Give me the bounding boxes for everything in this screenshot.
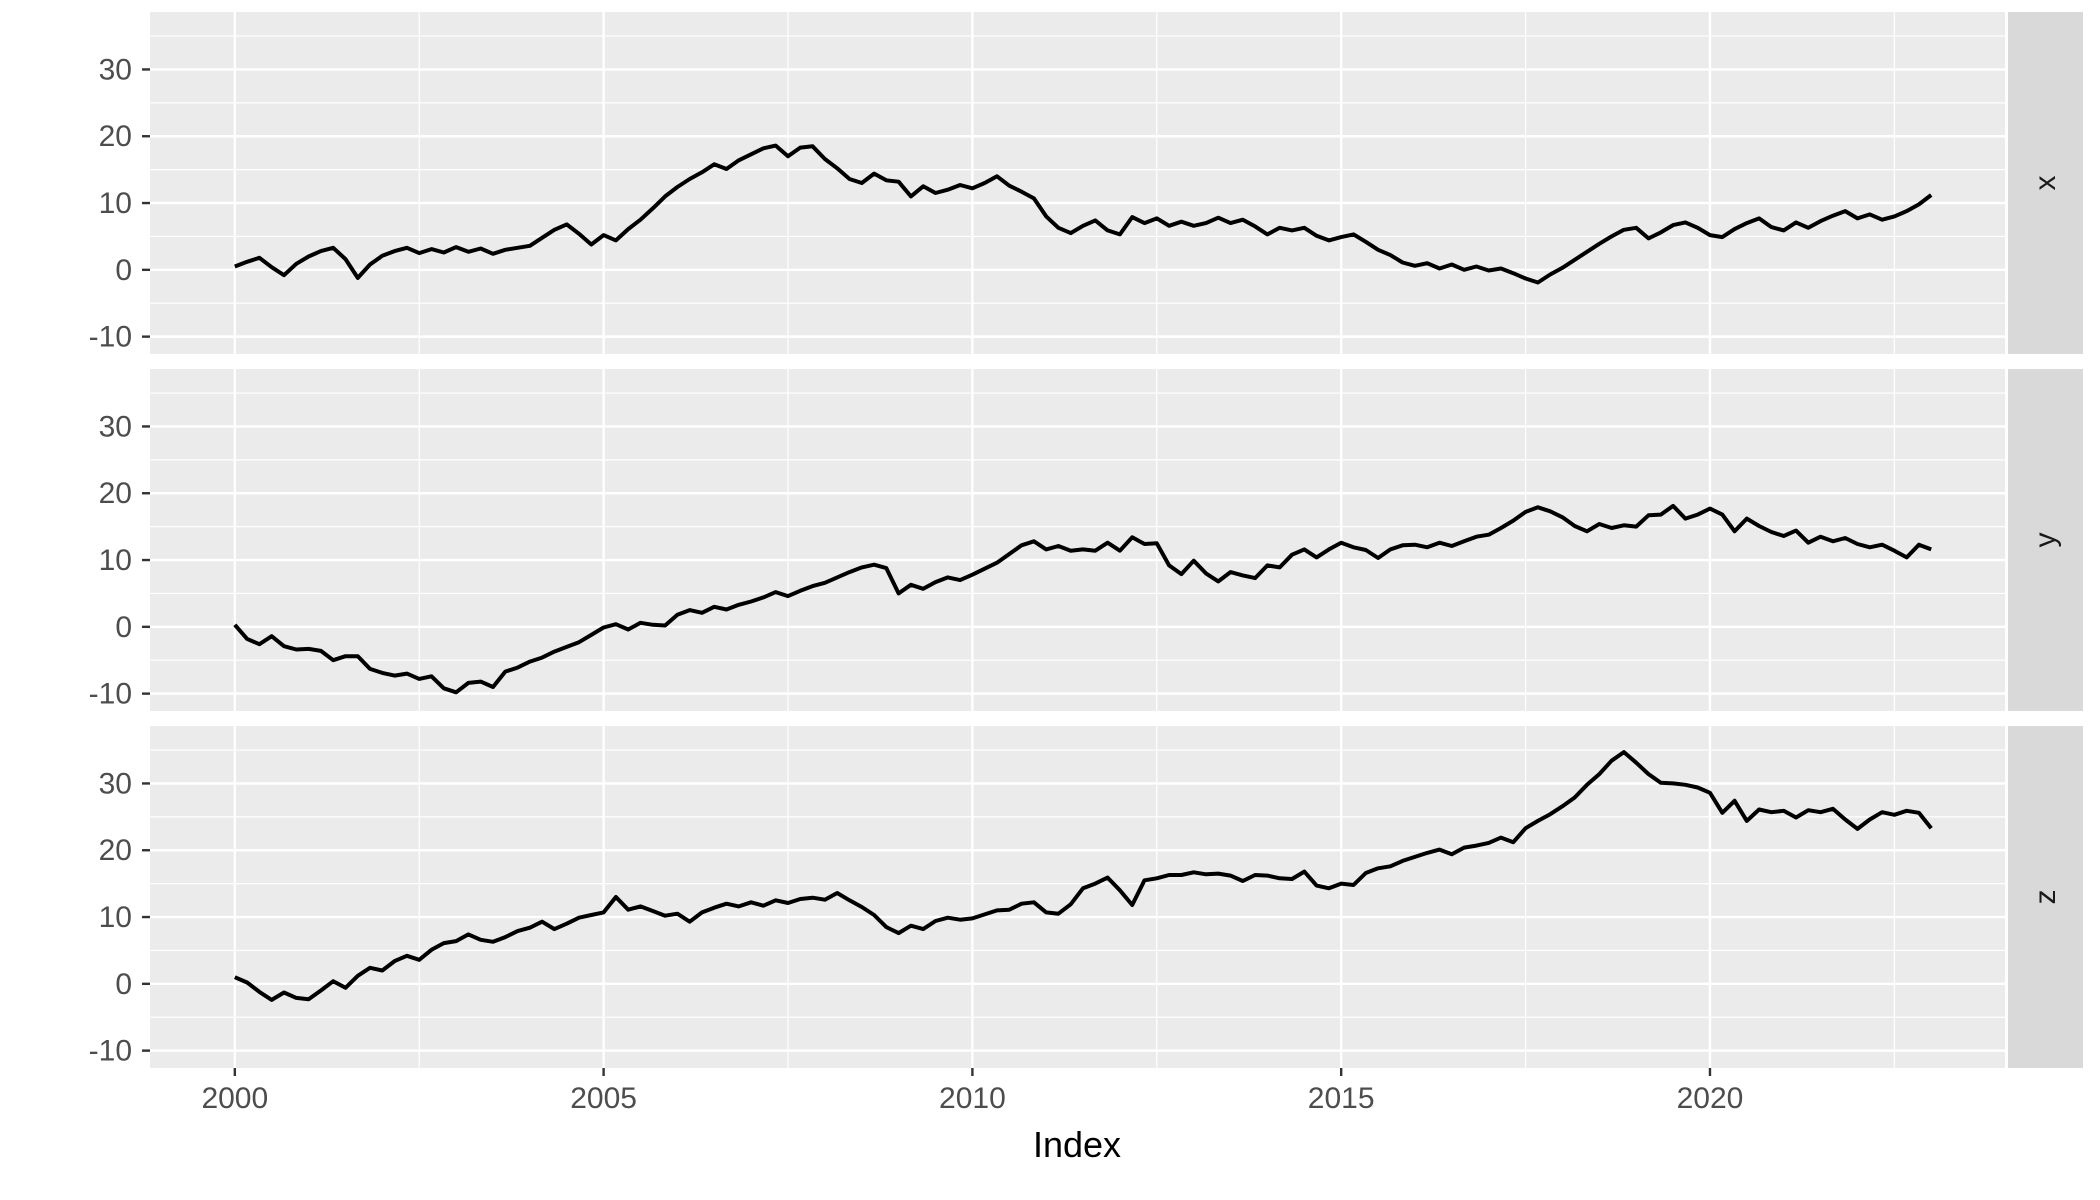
panels-layer: x y z (150, 12, 2083, 1068)
y-tick-label: 10 (99, 544, 132, 577)
y-tick-label: 30 (99, 410, 132, 443)
facet-strip-y (2008, 369, 2083, 711)
y-tick-label: 30 (99, 53, 132, 86)
x-tick-label: 2005 (570, 1082, 637, 1115)
y-tick-label: 30 (99, 767, 132, 800)
facet-strip-label-x: x (2029, 176, 2062, 191)
x-tick-label: 2010 (939, 1082, 1006, 1115)
facet-strip-label-z: z (2029, 890, 2062, 905)
y-tick-label: 10 (99, 187, 132, 220)
y-tick-label: -10 (89, 321, 132, 354)
x-tick-label: 2015 (1308, 1082, 1375, 1115)
x-tick-label: 2020 (1677, 1082, 1744, 1115)
series-line-y (233, 503, 1932, 695)
y-tick-label: -10 (89, 678, 132, 711)
y-tick-label: 20 (99, 477, 132, 510)
y-tick-label: 0 (115, 611, 132, 644)
y-tick-label: 20 (99, 834, 132, 867)
y-tick-label: 20 (99, 120, 132, 153)
facet-strip-label-y: y (2029, 533, 2062, 548)
facet-strip-x (2008, 12, 2083, 354)
series-line-x (234, 143, 1933, 285)
y-tick-label: 10 (99, 901, 132, 934)
x-axis-title: Index (1033, 1124, 1121, 1165)
y-tick-label: -10 (89, 1035, 132, 1068)
y-tick-label: 0 (115, 968, 132, 1001)
x-tick-label: 2000 (201, 1082, 268, 1115)
facet-strip-z (2008, 726, 2083, 1068)
y-tick-label: 0 (115, 254, 132, 287)
series-line-z (234, 750, 1933, 1002)
